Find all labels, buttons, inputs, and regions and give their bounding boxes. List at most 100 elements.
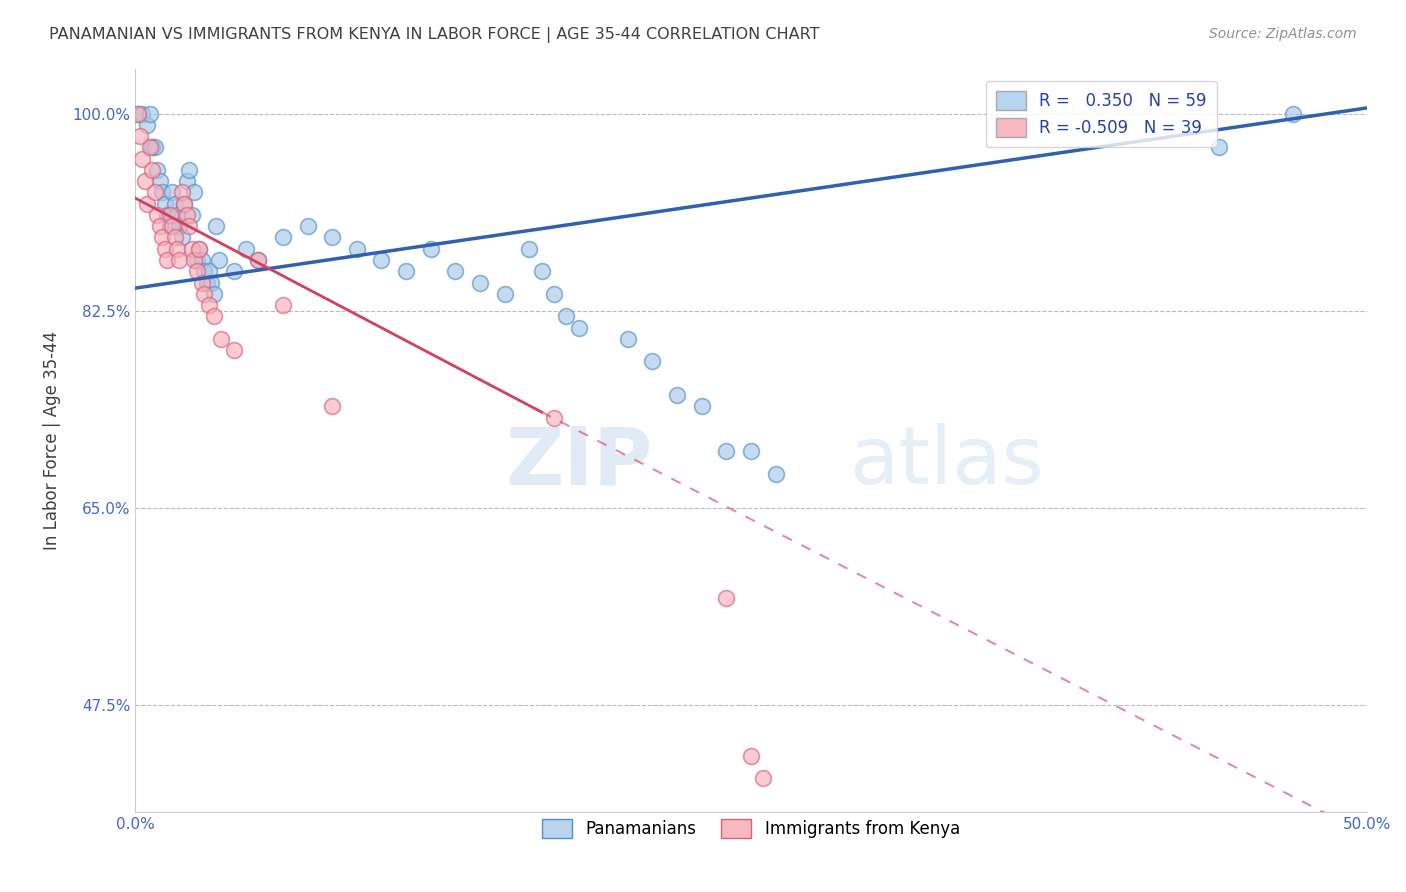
Point — [143, 140, 166, 154]
Point — [235, 242, 257, 256]
Text: atlas: atlas — [849, 424, 1043, 501]
Point — [395, 264, 418, 278]
Point — [143, 186, 166, 200]
Point — [183, 252, 205, 267]
Point — [166, 208, 188, 222]
Point — [150, 230, 173, 244]
Point — [150, 186, 173, 200]
Point — [190, 276, 212, 290]
Point — [198, 298, 221, 312]
Point — [176, 208, 198, 222]
Legend: Panamanians, Immigrants from Kenya: Panamanians, Immigrants from Kenya — [536, 812, 966, 845]
Point — [180, 208, 202, 222]
Point — [444, 264, 467, 278]
Text: ZIP: ZIP — [505, 424, 652, 501]
Point — [188, 242, 211, 256]
Point — [141, 140, 163, 154]
Point — [321, 400, 343, 414]
Point — [127, 106, 149, 120]
Point — [209, 332, 232, 346]
Point — [170, 186, 193, 200]
Point — [617, 332, 640, 346]
Point — [131, 152, 153, 166]
Point — [169, 252, 191, 267]
Point — [173, 196, 195, 211]
Point — [190, 252, 212, 267]
Point — [297, 219, 319, 234]
Point — [740, 748, 762, 763]
Point — [163, 230, 186, 244]
Point — [198, 264, 221, 278]
Point — [200, 276, 222, 290]
Point — [139, 106, 162, 120]
Point — [716, 444, 738, 458]
Point — [222, 264, 245, 278]
Point — [271, 230, 294, 244]
Point — [160, 186, 183, 200]
Point — [321, 230, 343, 244]
Point — [370, 252, 392, 267]
Point — [163, 196, 186, 211]
Point — [222, 343, 245, 357]
Point — [419, 242, 441, 256]
Point — [186, 252, 208, 267]
Point — [160, 219, 183, 234]
Point — [169, 219, 191, 234]
Point — [666, 388, 689, 402]
Point — [159, 219, 181, 234]
Point — [271, 298, 294, 312]
Point — [193, 264, 215, 278]
Point — [193, 286, 215, 301]
Point — [247, 252, 270, 267]
Point — [159, 208, 181, 222]
Point — [131, 106, 153, 120]
Point — [567, 320, 589, 334]
Point — [494, 286, 516, 301]
Point — [641, 354, 664, 368]
Point — [149, 219, 172, 234]
Point — [134, 174, 156, 188]
Point — [153, 242, 176, 256]
Point — [180, 242, 202, 256]
Point — [195, 276, 218, 290]
Point — [205, 219, 228, 234]
Point — [468, 276, 491, 290]
Point — [346, 242, 368, 256]
Point — [136, 118, 159, 132]
Point — [765, 467, 787, 481]
Point — [690, 400, 713, 414]
Point — [156, 252, 179, 267]
Point — [129, 129, 152, 144]
Point — [752, 771, 775, 785]
Point — [127, 106, 149, 120]
Y-axis label: In Labor Force | Age 35-44: In Labor Force | Age 35-44 — [44, 331, 60, 549]
Point — [517, 242, 540, 256]
Point — [141, 162, 163, 177]
Point — [186, 264, 208, 278]
Point — [156, 208, 179, 222]
Text: PANAMANIAN VS IMMIGRANTS FROM KENYA IN LABOR FORCE | AGE 35-44 CORRELATION CHART: PANAMANIAN VS IMMIGRANTS FROM KENYA IN L… — [49, 27, 820, 43]
Point — [202, 310, 225, 324]
Point — [1282, 106, 1305, 120]
Point — [146, 162, 169, 177]
Point — [716, 591, 738, 605]
Point — [202, 286, 225, 301]
Point — [176, 174, 198, 188]
Point — [183, 186, 205, 200]
Point — [149, 174, 172, 188]
Point — [247, 252, 270, 267]
Point — [136, 196, 159, 211]
Point — [555, 310, 578, 324]
Point — [179, 162, 201, 177]
Point — [179, 219, 201, 234]
Point — [153, 196, 176, 211]
Point — [188, 242, 211, 256]
Point — [740, 444, 762, 458]
Point — [170, 230, 193, 244]
Point — [208, 252, 231, 267]
Text: Source: ZipAtlas.com: Source: ZipAtlas.com — [1209, 27, 1357, 41]
Point — [139, 140, 162, 154]
Point — [530, 264, 553, 278]
Point — [543, 286, 565, 301]
Point — [543, 410, 565, 425]
